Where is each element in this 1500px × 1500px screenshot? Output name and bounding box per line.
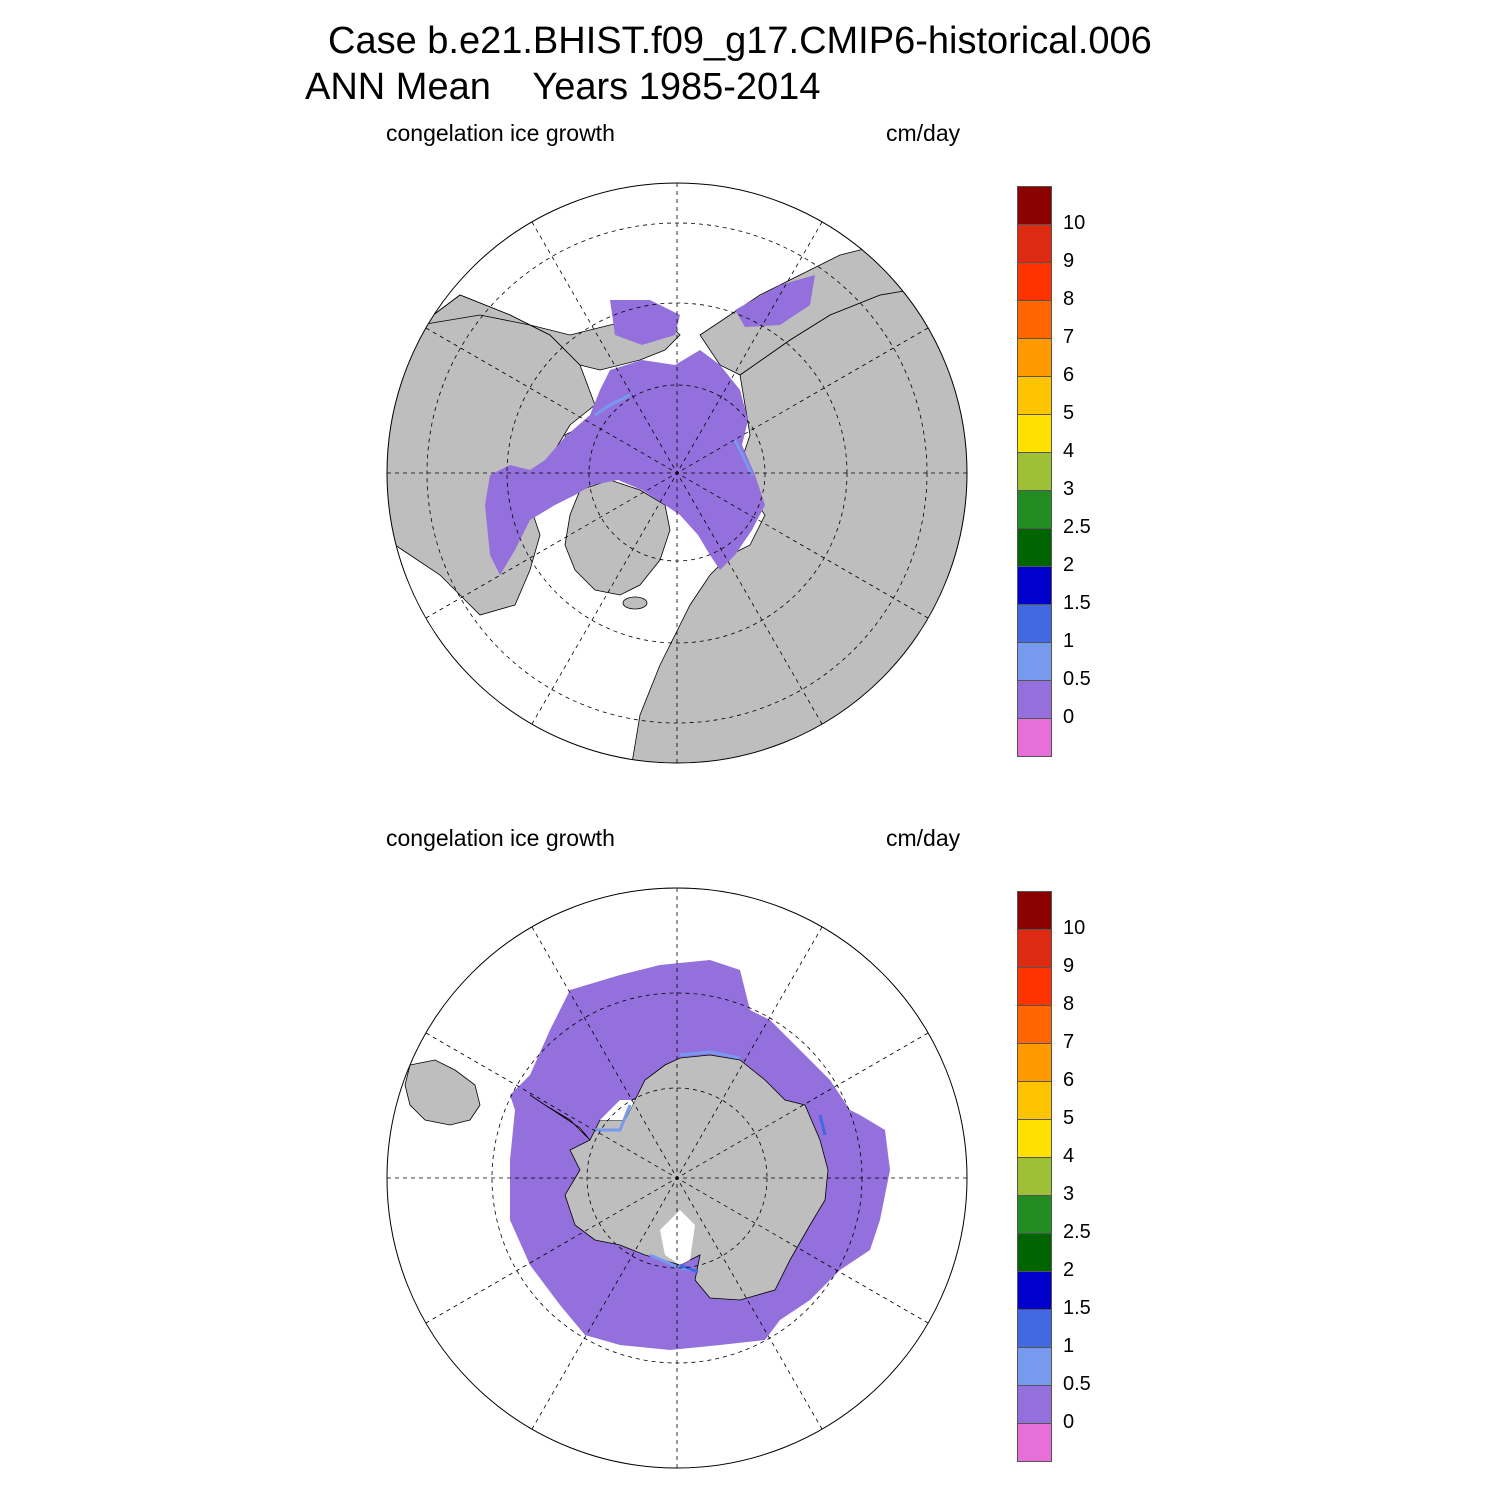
colorbar-tick-label: 0.5 bbox=[1063, 668, 1091, 690]
antarctic-coastal-ice-dark bbox=[679, 1114, 827, 1274]
arctic-congelation-ice bbox=[485, 350, 765, 575]
colorbar-swatch bbox=[1017, 300, 1052, 339]
colorbar-tick-label: 3 bbox=[1063, 1183, 1075, 1205]
south-map-boundary bbox=[386, 887, 968, 1469]
colorbar-tick-label: 1.5 bbox=[1063, 592, 1091, 614]
colorbar-tick-label: 5 bbox=[1063, 1107, 1075, 1129]
colorbar-swatch bbox=[1017, 929, 1052, 968]
colorbar-tick-label: 2 bbox=[1063, 1259, 1075, 1281]
colorbar-tick-label: 1.5 bbox=[1063, 1297, 1091, 1319]
colorbar-tick-label: 5 bbox=[1063, 402, 1075, 424]
south-polar-map bbox=[386, 887, 968, 1469]
north-panel-units-label: cm/day bbox=[886, 120, 961, 146]
colorbar-tick-label: 0 bbox=[1063, 706, 1075, 728]
colorbar-swatch bbox=[1017, 338, 1052, 377]
colorbar-tick-label: 9 bbox=[1063, 955, 1075, 977]
colorbar-swatch bbox=[1017, 680, 1052, 719]
colorbar-tick-label: 7 bbox=[1063, 326, 1075, 348]
colorbar-tick-label: 2.5 bbox=[1063, 516, 1091, 538]
north-panel-variable-label: congelation ice growth bbox=[386, 120, 615, 146]
colorbar-swatch bbox=[1017, 1347, 1052, 1386]
colorbar-tick-label: 6 bbox=[1063, 364, 1075, 386]
colorbar-swatch bbox=[1017, 414, 1052, 453]
colorbar-tick-label: 8 bbox=[1063, 993, 1075, 1015]
bering-sea-ice bbox=[610, 300, 680, 345]
colorbar-swatch bbox=[1017, 1043, 1052, 1082]
plot-title-case: Case b.e21.BHIST.f09_g17.CMIP6-historica… bbox=[328, 20, 1152, 62]
colorbar-tick-label: 6 bbox=[1063, 1069, 1075, 1091]
colorbar-swatch bbox=[1017, 490, 1052, 529]
south-panel-variable-label: congelation ice growth bbox=[386, 825, 615, 851]
colorbar-tick-label: 0 bbox=[1063, 1411, 1075, 1433]
colorbar-swatch bbox=[1017, 186, 1052, 225]
ross-sea-gap bbox=[660, 1210, 695, 1265]
colorbar-swatch bbox=[1017, 604, 1052, 643]
colorbar-tick-label: 3 bbox=[1063, 478, 1075, 500]
north-graticule bbox=[387, 183, 967, 763]
colorbar-tick-label: 10 bbox=[1063, 212, 1086, 234]
south-america-landmass bbox=[404, 1059, 481, 1126]
colorbar-swatch bbox=[1017, 1271, 1052, 1310]
colorbar-swatch bbox=[1017, 376, 1052, 415]
colorbar-swatch bbox=[1017, 262, 1052, 301]
south-graticule bbox=[387, 888, 967, 1468]
colorbar-tick-label: 8 bbox=[1063, 288, 1075, 310]
colorbar-swatch bbox=[1017, 718, 1052, 757]
colorbar-swatch bbox=[1017, 1385, 1052, 1424]
plot-title-period: ANN Mean Years 1985-2014 bbox=[305, 66, 821, 108]
colorbar-swatch bbox=[1017, 1081, 1052, 1120]
colorbar-tick-label: 4 bbox=[1063, 440, 1075, 462]
arctic-ice-edge-light bbox=[594, 393, 754, 476]
antarctic-peninsula bbox=[529, 1094, 591, 1141]
colorbar-swatch bbox=[1017, 1157, 1052, 1196]
colorbar-tick-label: 7 bbox=[1063, 1031, 1075, 1053]
colorbar-tick-label: 2.5 bbox=[1063, 1221, 1091, 1243]
okhotsk-sea-ice bbox=[735, 275, 815, 327]
colorbar-swatch bbox=[1017, 642, 1052, 681]
north-polar-map bbox=[386, 182, 968, 764]
colorbar-tick-label: 1 bbox=[1063, 1335, 1075, 1357]
colorbar-swatch bbox=[1017, 1119, 1052, 1158]
colorbar-swatch bbox=[1017, 1233, 1052, 1272]
colorbar-swatch bbox=[1017, 528, 1052, 567]
colorbar-swatch bbox=[1017, 891, 1052, 930]
colorbar-swatch bbox=[1017, 1423, 1052, 1462]
iceland-landmass bbox=[622, 596, 648, 610]
colorbar-swatch bbox=[1017, 452, 1052, 491]
alaska-chukotka-landmass bbox=[419, 294, 681, 371]
colorbar-tick-label: 0.5 bbox=[1063, 1373, 1091, 1395]
north-map-boundary bbox=[386, 182, 968, 764]
colorbar-tick-label: 4 bbox=[1063, 1145, 1075, 1167]
colorbar-swatch bbox=[1017, 1195, 1052, 1234]
colorbar-swatch bbox=[1017, 1309, 1052, 1348]
colorbar-swatch bbox=[1017, 1005, 1052, 1044]
colorbar-swatch bbox=[1017, 566, 1052, 605]
colorbar-tick-label: 1 bbox=[1063, 630, 1075, 652]
colorbar-swatch bbox=[1017, 224, 1052, 263]
colorbar-tick-label: 10 bbox=[1063, 917, 1086, 939]
colorbar-tick-label: 2 bbox=[1063, 554, 1075, 576]
colorbar-swatch bbox=[1017, 967, 1052, 1006]
south-panel-units-label: cm/day bbox=[886, 825, 961, 851]
colorbar-tick-label: 9 bbox=[1063, 250, 1075, 272]
